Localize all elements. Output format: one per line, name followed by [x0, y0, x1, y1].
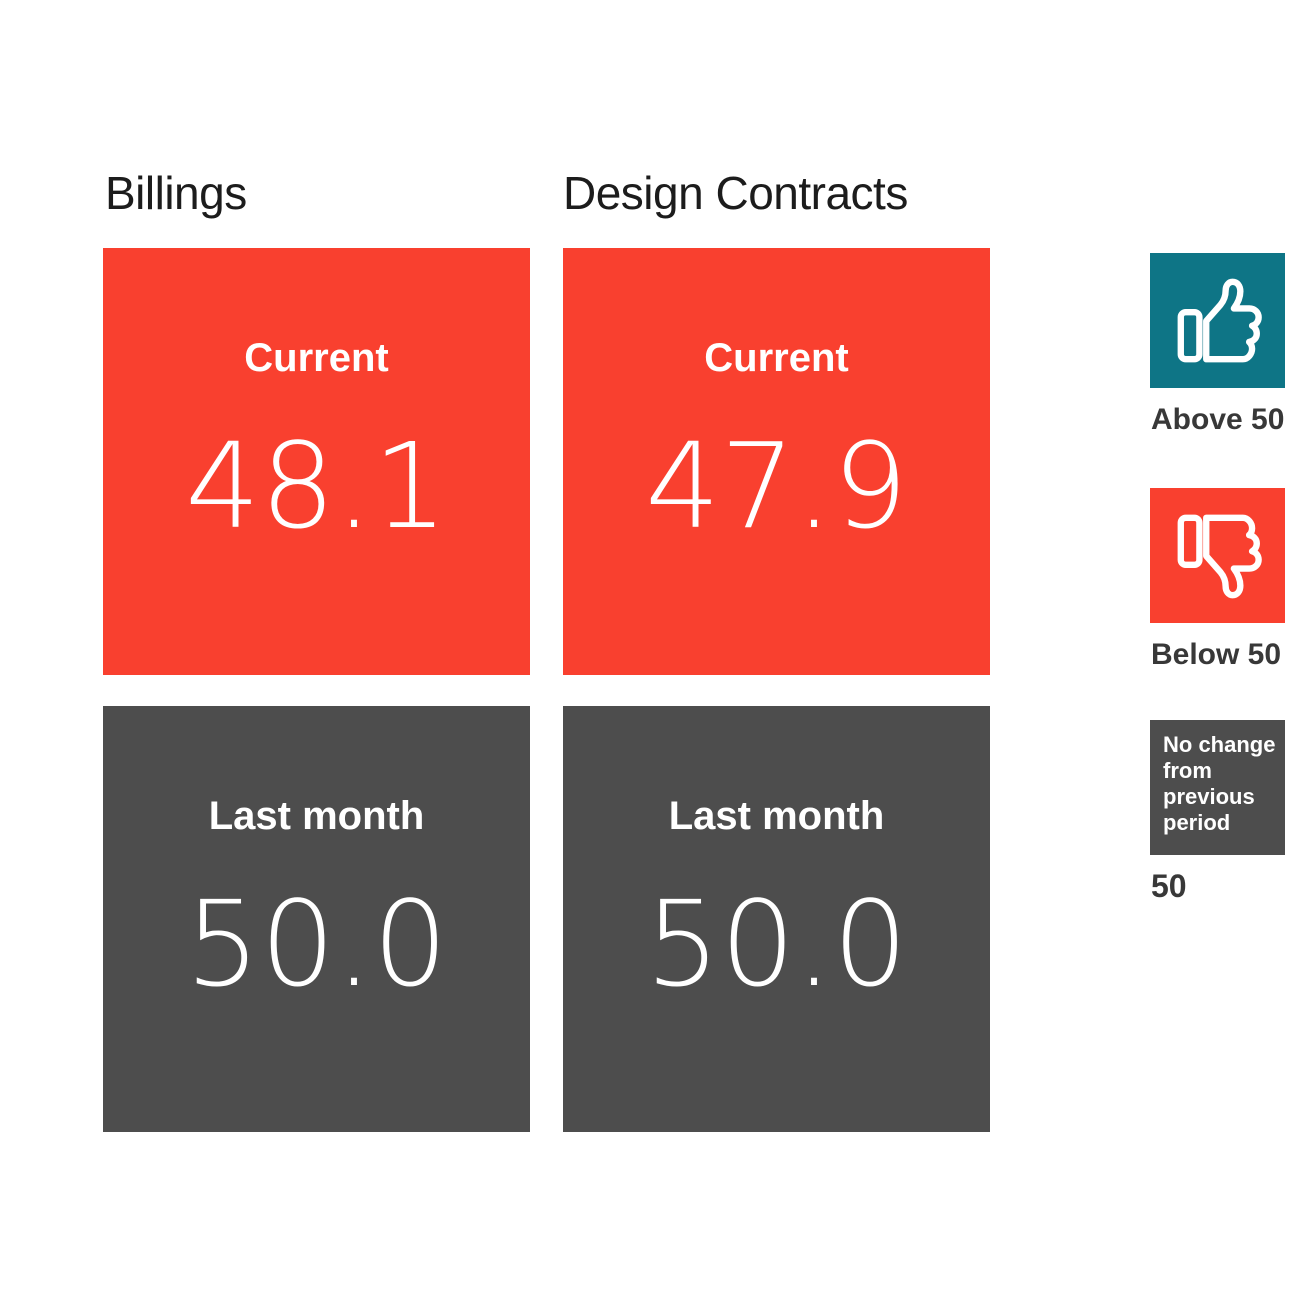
legend-below-50-label: Below 50 [1151, 638, 1282, 671]
legend-no-change-value-label: 50 [1151, 868, 1187, 904]
tile-design-contracts-last-month: Last month 50.0 [563, 706, 990, 1132]
thumbs-up-icon [1177, 278, 1262, 362]
legend-no-change-text: No change from previous period [1163, 732, 1276, 835]
legend-no-change-box: No change from previous period [1150, 720, 1285, 855]
tile-billings-last-month: Last month 50.0 [103, 706, 530, 1132]
tile-value: 48.1 [185, 417, 448, 555]
tile-billings-current: Current 48.1 [103, 248, 530, 675]
thumbs-down-icon [1177, 514, 1262, 598]
legend-above-50-label: Above 50 [1151, 403, 1285, 436]
tile-value: 50.0 [645, 875, 908, 1013]
tile-label: Last month [208, 794, 425, 838]
tile-label: Current [704, 336, 849, 380]
tile-value: 47.9 [645, 417, 908, 555]
tile-value: 50.0 [185, 875, 448, 1013]
tile-label: Last month [668, 794, 885, 838]
tile-design-contracts-current: Current 47.9 [563, 248, 990, 675]
legend-below-50-box [1150, 488, 1285, 623]
metric-title-design-contracts: Design Contracts [563, 167, 908, 219]
legend-above-50-box [1150, 253, 1285, 388]
metric-title-billings: Billings [105, 167, 247, 219]
tile-label: Current [244, 336, 389, 380]
